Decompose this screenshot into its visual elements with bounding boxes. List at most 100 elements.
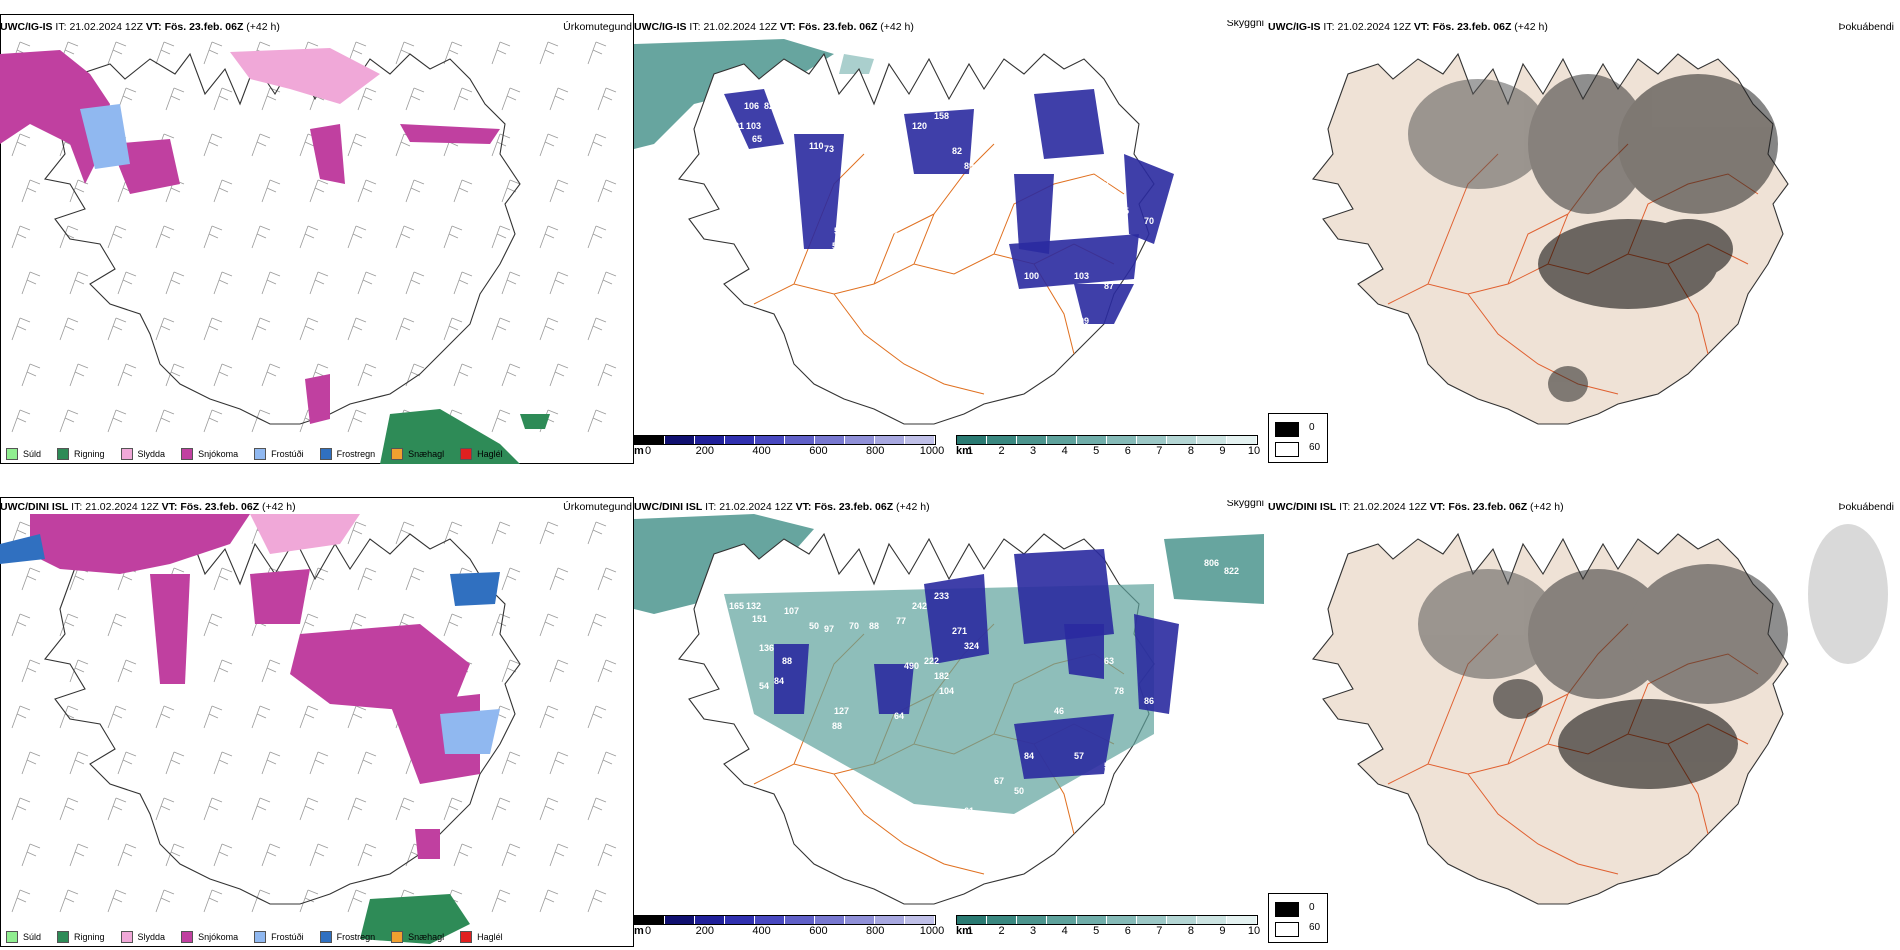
colorbar-tick: 2 [998, 925, 1005, 937]
cloud-base-value: 233 [934, 591, 949, 601]
colorbar-tick: 9 [1219, 445, 1226, 457]
colorbar-cell [1197, 916, 1227, 924]
wind-barb [203, 797, 223, 821]
precip-legend-item: Snæhagl [391, 448, 444, 460]
cloud-base-value: 95 [759, 201, 769, 211]
wind-barb [299, 797, 319, 821]
wind-barb [117, 843, 137, 867]
cloud-base-value: 61 [964, 806, 974, 816]
wind-barb [117, 751, 137, 775]
cloud-base-value: 158 [934, 111, 949, 121]
wind-barb [443, 521, 463, 545]
precip-legend-swatch [120, 931, 133, 943]
wind-barb [203, 613, 223, 637]
wind-barb [539, 521, 559, 545]
precip-legend-swatch [57, 931, 70, 943]
colorbar-cell [725, 436, 755, 444]
cloud-base-area [1074, 284, 1134, 324]
wind-barb [251, 317, 271, 341]
precip-legend-item: Frostúði [254, 931, 304, 943]
wind-barb [299, 613, 319, 637]
panel-header: UWC/IG-IS IT: 21.02.2024 12Z VT: Fös. 23… [0, 21, 280, 33]
cloud-base-value: 50 [1014, 786, 1024, 796]
precip-type-map [0, 514, 617, 944]
cloud-base-value: 106 [744, 101, 759, 111]
wind-barb [501, 87, 521, 111]
cloud-base-area [724, 89, 784, 149]
colorbar-cell [695, 916, 725, 924]
wind-barb [549, 567, 569, 591]
wind-barb [549, 363, 569, 387]
cloud-base-area [1014, 714, 1114, 779]
wind-barb [357, 363, 377, 387]
wind-barb [251, 797, 271, 821]
fog-legend: 0 60 [1268, 893, 1328, 943]
precip-legend-label: Snæhagl [408, 932, 445, 942]
cloud-base-value: 98 [984, 826, 994, 836]
wind-barb [69, 271, 89, 295]
visibility-area [1164, 534, 1264, 604]
wind-barb [597, 751, 617, 775]
wind-barb [251, 889, 271, 913]
precip-legend-item: Snjókoma [181, 448, 238, 460]
wind-barb [107, 705, 127, 729]
precip-legend-label: Haglél [477, 932, 503, 942]
wind-barb [347, 409, 367, 433]
precip-legend-label: Súld [23, 932, 42, 942]
precip-legend-item: Haglél [460, 931, 503, 943]
freezing-drizzle-area [440, 709, 500, 754]
cloud-base-value: 125 [1114, 206, 1129, 216]
wind-barb [501, 567, 521, 591]
wind-barb [203, 133, 223, 157]
wind-barb [21, 751, 41, 775]
colorbar-cell [1167, 916, 1197, 924]
wind-barb [11, 133, 31, 157]
wind-barb [59, 409, 79, 433]
precip-legend-swatch [254, 931, 267, 943]
precip-legend-item: Rigning [57, 448, 105, 460]
coastline [44, 532, 521, 905]
wind-barb [213, 87, 233, 111]
cloud-base-area [1009, 234, 1139, 289]
colorbar-cell [755, 916, 785, 924]
snow-area [415, 829, 440, 859]
fog-legend-swatch [1275, 442, 1299, 457]
wind-barb [261, 87, 281, 111]
wind-barb [443, 41, 463, 65]
cloud-base-value: 221 [729, 121, 744, 131]
cloud-base-value: 60 [869, 141, 879, 151]
wind-barb [203, 409, 223, 433]
cloud-base-value: 86 [1144, 696, 1154, 706]
wind-barb [347, 521, 367, 545]
cloud-base-area [874, 664, 914, 714]
wind-barbs [11, 41, 617, 433]
panel-title: Úrkomutegund [563, 21, 632, 33]
fog-indicator-map [1312, 524, 1888, 905]
colorbar-cell [987, 436, 1017, 444]
panel-title: Skyggni [1226, 500, 1264, 509]
fog-legend-swatch [1275, 902, 1299, 917]
wind-barb [213, 751, 233, 775]
precip-legend-swatch [460, 448, 473, 460]
precip-legend-item: Frostúði [254, 448, 304, 460]
wind-barb [347, 225, 367, 249]
wind-barb [165, 843, 185, 867]
wind-barb [69, 567, 89, 591]
cloud-base-value: 151 [752, 614, 767, 624]
colorbar-cell [1137, 916, 1167, 924]
colorbar-cell [785, 916, 815, 924]
wind-barb [443, 613, 463, 637]
wind-barb [443, 797, 463, 821]
rain-area [380, 409, 520, 464]
colorbar-cell [695, 436, 725, 444]
wind-barb [549, 751, 569, 775]
wind-barb [11, 797, 31, 821]
wind-barb [587, 889, 607, 913]
colorbar-tick: 4 [1061, 445, 1068, 457]
cloud-base-value: 100 [1024, 271, 1039, 281]
precip-type-map-1 [0, 14, 634, 464]
wind-barb [11, 889, 31, 913]
colorbar-unit: km [956, 445, 972, 457]
wind-barb [587, 41, 607, 65]
fog-legend-label: 60 [1309, 442, 1321, 453]
